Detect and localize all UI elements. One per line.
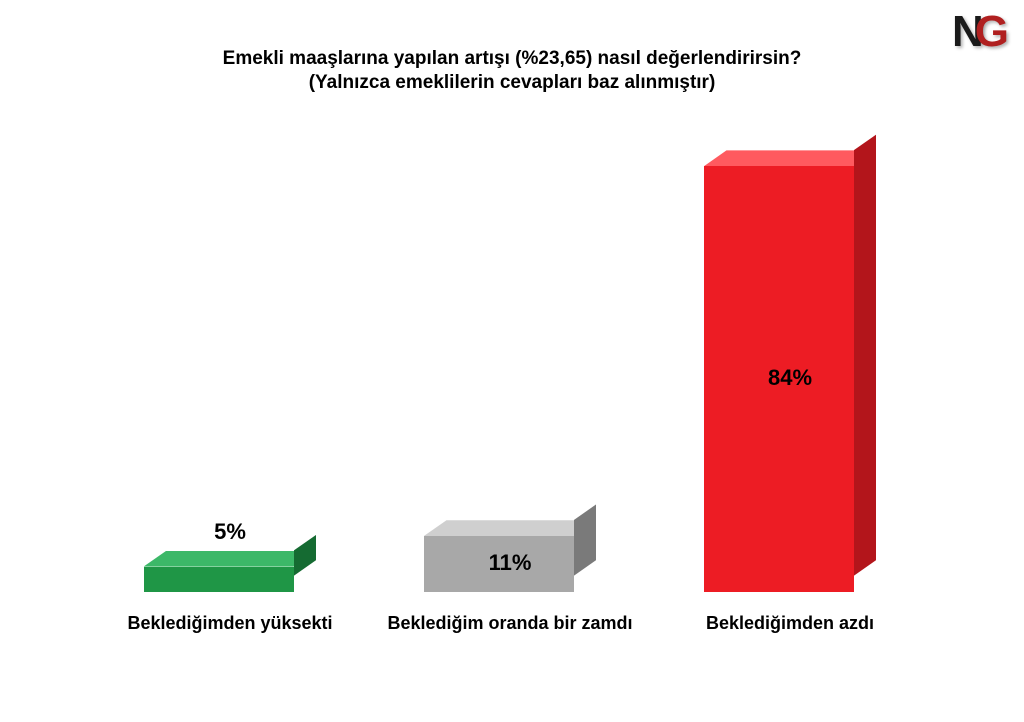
- bar-value-label: 11%: [404, 550, 617, 576]
- bar: [144, 567, 294, 592]
- bar-top: [704, 150, 877, 166]
- bar-top: [424, 520, 597, 536]
- bar-front: [144, 567, 294, 592]
- chart-plot-area: 5%Beklediğimden yüksekti11%Beklediğim or…: [70, 120, 954, 640]
- bar-group: 84%Beklediğimden azdı: [684, 120, 897, 640]
- bar-category-label: Beklediğimden azdı: [644, 613, 937, 634]
- chart-title-line1: Emekli maaşlarına yapılan artışı (%23,65…: [0, 48, 1024, 70]
- bar-side: [854, 134, 877, 576]
- bar-value-label: 84%: [684, 365, 897, 391]
- bar-top: [144, 551, 317, 567]
- bar-category-label: Beklediğim oranda bir zamdı: [364, 613, 657, 634]
- chart-title: Emekli maaşlarına yapılan artışı (%23,65…: [0, 48, 1024, 94]
- bar-group: 5%Beklediğimden yüksekti: [124, 120, 337, 640]
- bar-value-label: 5%: [124, 519, 337, 545]
- chart-title-line2: (Yalnızca emeklilerin cevapları baz alın…: [0, 72, 1024, 94]
- bar-group: 11%Beklediğim oranda bir zamdı: [404, 120, 617, 640]
- bar-category-label: Beklediğimden yüksekti: [84, 613, 377, 634]
